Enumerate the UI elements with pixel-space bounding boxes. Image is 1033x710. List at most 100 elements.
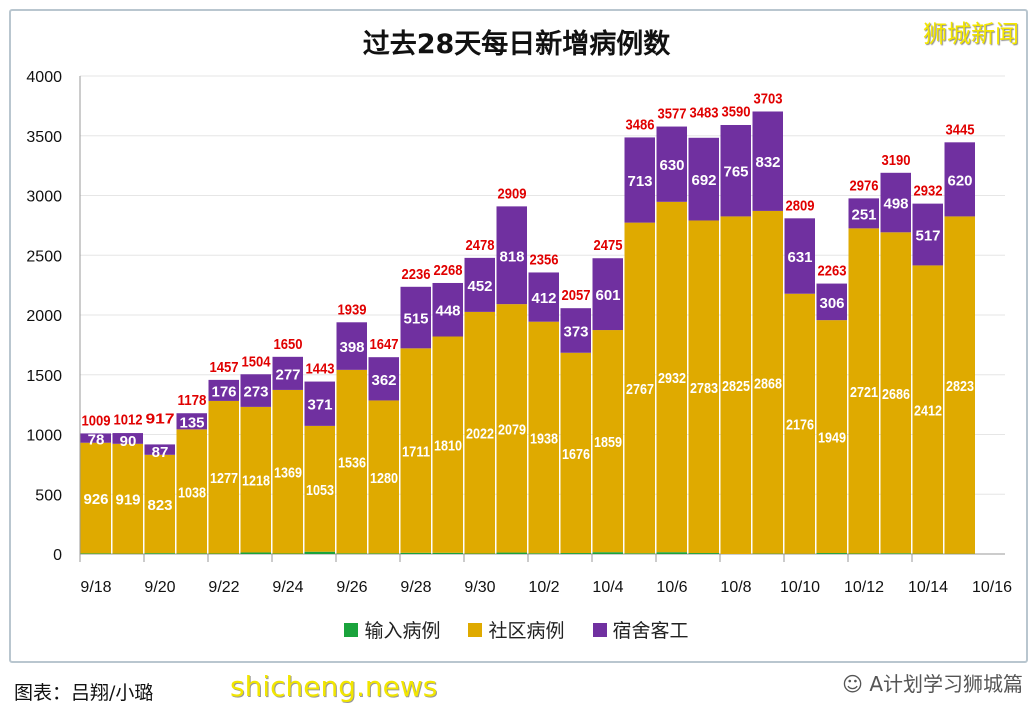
bar-segment xyxy=(912,203,943,266)
total-label: 1650 xyxy=(274,336,303,353)
x-tick-label: 9/28 xyxy=(400,579,431,596)
site-watermark: shicheng.news xyxy=(230,670,438,703)
legend-item-community: 社区病例 xyxy=(468,616,565,643)
bar-segment xyxy=(144,444,175,455)
bar-segment xyxy=(752,111,783,211)
total-label: 917 xyxy=(146,410,175,427)
legend: 输入病例 社区病例 宿舍客工 xyxy=(0,616,1033,643)
data-label: 398 xyxy=(339,339,364,356)
y-tick-label: 500 xyxy=(35,487,62,504)
total-label: 2932 xyxy=(914,183,943,200)
data-label: 135 xyxy=(179,414,204,431)
data-label: 452 xyxy=(467,278,492,295)
data-label: 1053 xyxy=(306,482,334,499)
legend-label: 输入病例 xyxy=(364,620,441,642)
y-tick-label: 1000 xyxy=(26,428,62,445)
total-label: 3483 xyxy=(690,105,719,122)
bar-segment xyxy=(656,126,687,202)
total-label: 3590 xyxy=(722,104,751,121)
data-label: 2721 xyxy=(850,384,878,401)
data-label: 765 xyxy=(723,164,748,181)
total-label: 2976 xyxy=(850,177,879,194)
legend-swatch xyxy=(468,622,483,637)
bar-segment xyxy=(464,257,495,312)
bar-segment xyxy=(80,433,111,443)
x-tick-label: 10/6 xyxy=(656,579,687,596)
bar-segment xyxy=(816,553,847,554)
bar-segment xyxy=(528,272,559,322)
data-label: 1218 xyxy=(242,473,270,490)
legend-label: 社区病例 xyxy=(488,620,565,642)
total-label: 1009 xyxy=(82,412,111,429)
y-tick-label: 1500 xyxy=(26,368,62,385)
total-label: 2356 xyxy=(530,251,559,268)
data-label: 823 xyxy=(147,497,172,514)
total-label: 3486 xyxy=(626,116,655,133)
bar-segment xyxy=(304,381,335,426)
bar-segment xyxy=(784,218,815,294)
data-label: 713 xyxy=(627,173,652,190)
data-label: 2412 xyxy=(914,403,942,420)
bar-segment xyxy=(400,286,431,349)
bar-segment xyxy=(592,258,623,331)
bar-segment xyxy=(496,206,527,305)
total-label: 1939 xyxy=(338,301,367,318)
y-tick-label: 3000 xyxy=(26,189,62,206)
total-label: 2236 xyxy=(402,266,431,283)
bar-segment xyxy=(720,216,751,554)
data-label: 926 xyxy=(83,491,108,508)
bar-segment xyxy=(528,553,559,554)
bar-segment xyxy=(496,552,527,554)
data-label: 1277 xyxy=(210,470,238,487)
data-label: 1369 xyxy=(274,465,302,482)
bar-segment xyxy=(80,553,111,554)
bar-segment xyxy=(272,356,303,390)
legend-item-dormitory: 宿舍客工 xyxy=(592,616,689,643)
bar-segment xyxy=(752,210,783,554)
bar-segment xyxy=(400,348,431,553)
data-label: 2823 xyxy=(946,378,974,395)
bar-segment xyxy=(176,413,207,430)
bar-segment xyxy=(528,321,559,554)
wechat-label: A计划学习狮城篇 xyxy=(869,672,1023,696)
data-label: 601 xyxy=(595,287,620,304)
data-label: 412 xyxy=(531,290,556,307)
bar-segment xyxy=(432,336,463,553)
bar-segment xyxy=(880,553,911,554)
bar-segment xyxy=(688,553,719,554)
data-label: 373 xyxy=(563,323,588,340)
bar-segment xyxy=(688,137,719,221)
x-tick-label: 10/10 xyxy=(780,579,820,596)
data-label: 2079 xyxy=(498,421,526,438)
bar-segment xyxy=(720,124,751,217)
wechat-watermark: ☺ A计划学习狮城篇 xyxy=(842,668,1023,697)
bar-segment xyxy=(368,400,399,554)
total-label: 2475 xyxy=(594,237,623,254)
data-label: 2767 xyxy=(626,381,654,398)
data-label: 2932 xyxy=(658,370,686,387)
bar-segment xyxy=(816,320,847,554)
wechat-icon: ☺ xyxy=(842,672,870,696)
x-tick-label: 10/12 xyxy=(844,579,884,596)
data-label: 630 xyxy=(659,157,684,174)
bar-segment xyxy=(624,137,655,223)
bar-segment xyxy=(656,552,687,554)
x-tick-label: 9/18 xyxy=(80,579,111,596)
legend-swatch xyxy=(344,622,359,637)
x-tick-label: 9/22 xyxy=(208,579,239,596)
total-label: 3190 xyxy=(882,152,911,169)
data-label: 1810 xyxy=(434,438,462,455)
bar-segment xyxy=(656,201,687,553)
bar-segment xyxy=(272,389,303,554)
bar-segment xyxy=(912,265,943,554)
bar-segment xyxy=(336,369,367,554)
x-tick-label: 9/24 xyxy=(272,579,303,596)
watermark-logo: 狮城新闻 xyxy=(923,20,1019,48)
data-label: 1536 xyxy=(338,455,366,472)
bar-segment xyxy=(208,400,239,554)
data-label: 448 xyxy=(435,303,460,320)
data-label: 1938 xyxy=(530,430,558,447)
data-label: 832 xyxy=(755,154,780,171)
total-label: 3703 xyxy=(754,90,783,107)
